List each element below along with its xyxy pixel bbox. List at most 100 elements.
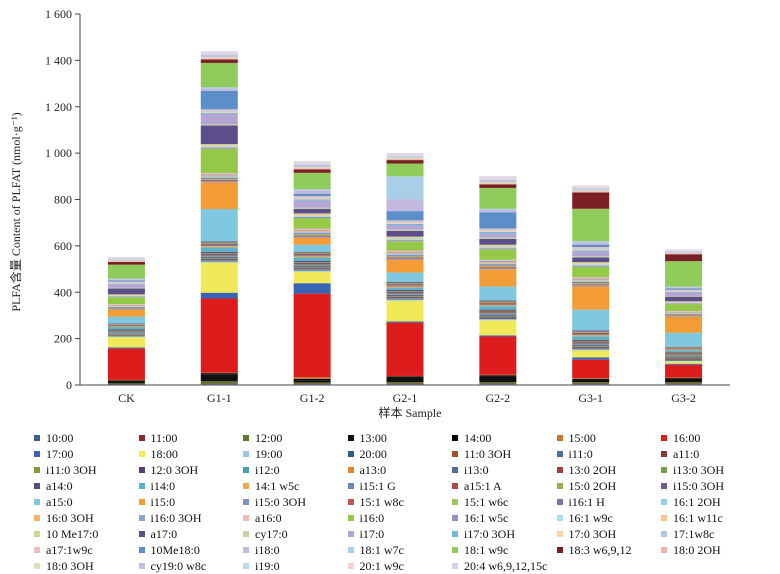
bar-segment: [479, 260, 516, 261]
bar-segment: [479, 231, 516, 232]
bar-segment: [108, 308, 145, 309]
legend-label: i14:0: [151, 479, 176, 494]
bar-segment: [479, 311, 516, 312]
legend-label: i11:0 3OH: [46, 463, 97, 478]
bar-segment: [665, 304, 702, 311]
bar-segment: [387, 382, 424, 383]
bar-segment: [479, 180, 516, 182]
legend-item: i13:0 3OH: [661, 462, 724, 478]
legend-swatch: [348, 547, 354, 553]
bar-segment: [201, 179, 238, 180]
legend-item: cy17:0: [243, 526, 288, 542]
bar-segment: [108, 307, 145, 308]
legend-label: i15:1 G: [360, 479, 396, 494]
bar-segment: [108, 259, 145, 260]
legend-swatch: [557, 467, 563, 473]
y-tick-label: 600: [54, 239, 72, 253]
bar-segment: [108, 282, 145, 283]
legend-swatch: [452, 547, 458, 553]
legend-label: a17:0: [151, 527, 178, 542]
bar-segment: [201, 182, 238, 209]
bar-segment: [572, 248, 609, 249]
bar-segment: [572, 332, 609, 333]
bar-segment: [294, 261, 331, 262]
bar-segment: [479, 230, 516, 231]
bar-segment: [108, 336, 145, 337]
legend-item: i16:0 3OH: [139, 510, 202, 526]
legend-item: 13:00: [348, 430, 387, 446]
legend-swatch: [34, 499, 40, 505]
bar-segment: [108, 260, 145, 261]
bar-segment: [201, 180, 238, 181]
legend-swatch: [139, 451, 145, 457]
bar-segment: [201, 58, 238, 59]
bar-segment: [479, 268, 516, 269]
legend-swatch: [452, 563, 458, 569]
bar-segment: [108, 296, 145, 297]
legend-item: 18:1 w9c: [452, 542, 508, 558]
bar-segment: [387, 200, 424, 212]
legend-label: 20:1 w9c: [360, 559, 404, 574]
bar-segment: [665, 313, 702, 314]
bar-segment: [108, 337, 145, 347]
y-tick-label: 1 400: [45, 53, 72, 67]
bar-segment: [294, 263, 331, 264]
legend-label: 18:0 2OH: [673, 543, 721, 558]
bar-segment: [294, 215, 331, 216]
bar-segment: [294, 256, 331, 257]
bar-segment: [387, 155, 424, 156]
legend-label: i16:0: [360, 511, 385, 526]
legend-label: a13:0: [360, 463, 387, 478]
legend-label: 17:00: [46, 447, 73, 462]
bar-segment: [479, 264, 516, 265]
bar-segment: [201, 246, 238, 247]
legend-label: 16:1 2OH: [673, 495, 721, 510]
bar-segment: [294, 189, 331, 190]
legend-swatch: [139, 467, 145, 473]
legend-item: 16:0 3OH: [34, 510, 94, 526]
legend-label: a15:0: [46, 495, 73, 510]
bar-segment: [665, 303, 702, 304]
legend-label: 10 Me17:0: [46, 527, 98, 542]
bar-segment: [108, 309, 145, 310]
bar-segment: [201, 373, 238, 374]
bar-segment: [201, 254, 238, 255]
y-tick-label: 200: [54, 332, 72, 346]
bar-segment: [201, 381, 238, 383]
bar-segment: [479, 300, 516, 301]
legend-item: a17:1w9c: [34, 542, 93, 558]
bar-segment: [572, 186, 609, 187]
legend-label: 18:0 3OH: [46, 559, 94, 574]
legend-item: cy19:0 w8c: [139, 558, 207, 574]
legend-label: a16:0: [255, 511, 282, 526]
legend-item: 13:0 2OH: [557, 462, 617, 478]
legend-swatch: [452, 531, 458, 537]
legend-label: 15:0 2OH: [569, 479, 617, 494]
bar-segment: [479, 183, 516, 184]
bar-stack: [201, 51, 238, 385]
bar-segment: [108, 296, 145, 297]
legend-swatch: [139, 531, 145, 537]
legend-swatch: [34, 547, 40, 553]
bar-segment: [108, 327, 145, 329]
bar-segment: [665, 291, 702, 292]
bar-segment: [387, 384, 424, 385]
bar-segment: [201, 175, 238, 176]
bar-segment: [665, 357, 702, 358]
legend-swatch: [661, 547, 667, 553]
bar-segment: [387, 301, 424, 322]
bar-segment: [479, 179, 516, 180]
bar-segment: [294, 216, 331, 217]
legend-item: 18:0 2OH: [661, 542, 721, 558]
bar-segment: [294, 384, 331, 385]
bar-segment: [665, 297, 702, 302]
bar-segment: [665, 312, 702, 313]
bar-segment: [108, 305, 145, 306]
bar-segment: [294, 161, 331, 162]
bar-segment: [387, 211, 424, 220]
bar-segment: [294, 196, 331, 197]
legend-item: 18:3 w6,9,12: [557, 542, 632, 558]
